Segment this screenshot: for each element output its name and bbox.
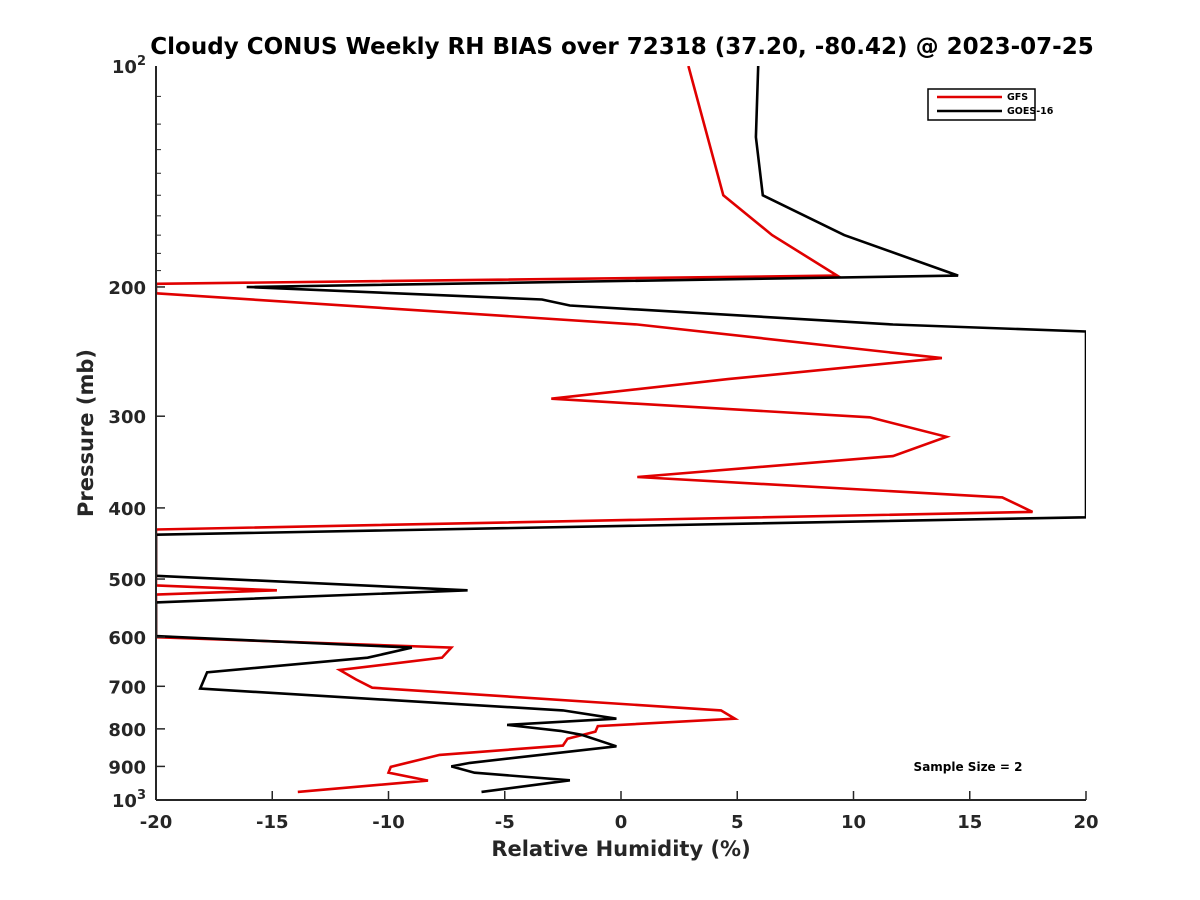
legend-box — [927, 88, 1036, 121]
legend-entry-gfs: GFS — [937, 92, 1028, 103]
x-axis-label: Relative Humidity (%) — [491, 837, 750, 861]
y-tick-label: 600 — [108, 628, 146, 649]
y-axis-label: Pressure (mb) — [74, 349, 98, 517]
series-line-goes16 — [156, 66, 1086, 794]
x-tick-label: 10 — [841, 812, 866, 833]
series-line-gfs — [156, 66, 1034, 794]
legend-label-goes16: GOES-16 — [1007, 106, 1054, 117]
y-tick-label-bottom: 103 — [112, 788, 146, 812]
x-tick-label: -15 — [256, 812, 289, 833]
x-tick-label: -5 — [495, 812, 515, 833]
ticks-layer: -20 -15 -10 -5 0 5 10 15 20 200 300 400 500 600 700 800… — [108, 54, 1098, 833]
y-tick-label: 300 — [108, 407, 146, 428]
y-tick-label: 500 — [108, 570, 146, 591]
x-tick-label: -10 — [372, 812, 405, 833]
x-tick-label: 15 — [957, 812, 982, 833]
y-tick-label: 900 — [108, 757, 146, 778]
x-tick-label: -20 — [140, 812, 173, 833]
x-tick-label: 5 — [731, 812, 744, 833]
legend-entry-goes16: GOES-16 — [937, 106, 1054, 117]
legend-label-gfs: GFS — [1007, 92, 1028, 103]
x-tick-label: 20 — [1073, 812, 1098, 833]
y-tick-label: 200 — [108, 278, 146, 299]
x-tick-label: 0 — [615, 812, 628, 833]
y-tick-label: 700 — [108, 677, 146, 698]
y-tick-label: 800 — [108, 720, 146, 741]
legend: GFS GOES-16 — [927, 88, 1054, 121]
axes-layer — [155, 66, 1086, 801]
y-tick-label: 400 — [108, 499, 146, 520]
chart-title: Cloudy CONUS Weekly RH BIAS over 72318 (… — [150, 34, 1093, 60]
sample-size-annotation: Sample Size = 2 — [914, 760, 1023, 774]
y-tick-label-top: 102 — [112, 54, 146, 78]
series-layer — [156, 66, 1086, 794]
